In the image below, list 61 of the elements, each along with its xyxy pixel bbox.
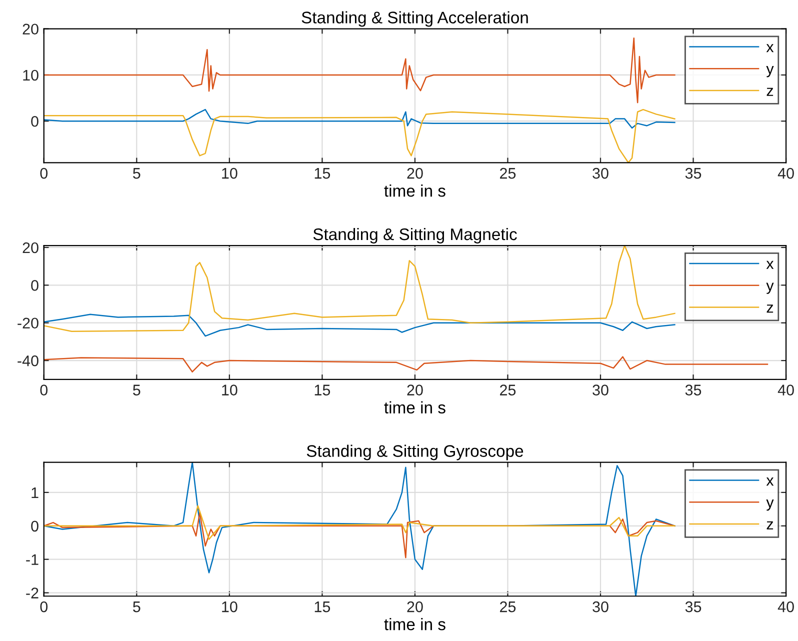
x-tick-label: 35 (685, 168, 702, 179)
x-tick-label: 40 (778, 384, 794, 396)
y-tick-label: 20 (22, 242, 38, 254)
line-series (44, 356, 768, 372)
y-tick-label: -1 (26, 554, 38, 565)
x-tick-label: 20 (407, 601, 423, 612)
x-tick-label: 5 (133, 384, 140, 396)
x-tick-label: 15 (314, 602, 330, 612)
chart-title: Standing & Sitting Acceleration (302, 11, 528, 27)
line-series (44, 462, 676, 596)
legend-label: z (766, 88, 774, 96)
y-tick-label: -40 (18, 355, 38, 366)
y-tick-label: 0 (31, 280, 38, 291)
x-tick-label: 20 (407, 384, 423, 396)
x-tick-label: 40 (778, 168, 794, 179)
x-tick-label: 20 (407, 168, 423, 179)
x-tick-label: 15 (314, 384, 330, 396)
x-tick-label: 0 (40, 384, 48, 396)
legend-label: x (766, 478, 774, 486)
x-tick-label: 5 (133, 168, 140, 179)
x-tick-label: 10 (222, 601, 238, 612)
y-tick-label: 10 (23, 70, 38, 81)
y-tick-label: 0 (31, 116, 38, 127)
legend-label: x (766, 260, 774, 269)
line-series (44, 108, 676, 129)
x-tick-label: 30 (592, 168, 608, 179)
y-tick-label: -2 (26, 588, 38, 598)
x-tick-label: 25 (500, 601, 516, 612)
x-tick-label: 30 (592, 601, 608, 612)
line-series (44, 314, 676, 337)
legend-label: z (766, 521, 774, 530)
x-tick-label: 15 (314, 168, 330, 179)
x-tick-label: 30 (592, 384, 608, 396)
x-tick-label: 40 (778, 601, 794, 612)
y-tick-label: -20 (18, 318, 38, 329)
x-tick-label: 0 (40, 168, 48, 179)
x-tick-label: 25 (500, 168, 516, 179)
y-tick-label: 20 (22, 24, 38, 35)
x-tick-label: 10 (222, 168, 238, 179)
legend-label: y (766, 282, 774, 294)
y-tick-label: 1 (32, 487, 38, 498)
x-tick-label: 5 (133, 602, 140, 612)
legend-label: y (766, 66, 774, 78)
x-axis-title: time in s (384, 401, 446, 414)
x-axis-title: time in s (384, 618, 446, 630)
line-series (44, 246, 676, 332)
chart-title: Standing & Sitting Gyroscope (306, 444, 524, 460)
chart-title: Standing & Sitting Magnetic (313, 228, 517, 244)
legend-label: z (766, 304, 774, 313)
x-tick-label: 35 (685, 384, 702, 396)
line-series (44, 37, 676, 104)
line-series (44, 505, 676, 540)
legend-label: x (766, 44, 774, 52)
x-axis-title: time in s (384, 184, 446, 197)
legend-label: y (766, 499, 774, 511)
x-tick-label: 0 (40, 601, 48, 612)
x-tick-label: 10 (222, 384, 238, 396)
y-tick-label: 0 (31, 520, 38, 532)
line-series (44, 108, 676, 163)
x-tick-label: 35 (685, 601, 702, 612)
x-tick-label: 25 (500, 384, 516, 396)
